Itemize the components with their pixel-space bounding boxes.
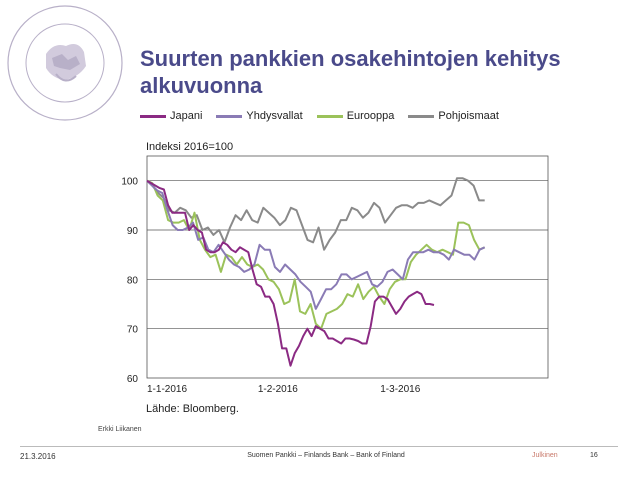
y-tick-label-90: 90: [127, 226, 139, 237]
x-tick-label-1: 1-2-2016: [258, 384, 298, 395]
legend-label-pohjoismaat: Pohjoismaat: [438, 110, 499, 122]
y-tick-label-80: 80: [127, 275, 139, 286]
y-tick-label-70: 70: [127, 325, 139, 336]
x-tick-label-0: 1-1-2016: [147, 384, 187, 395]
footer-date: 21.3.2016: [20, 452, 56, 461]
legend-swatch-japani: [140, 114, 166, 118]
series-line-pohjoismaat: [146, 177, 485, 251]
legend-item-japani: Japani: [140, 110, 202, 122]
slide-title: Suurten pankkien osakehintojen kehitys a…: [140, 45, 620, 99]
legend-label-japani: Japani: [170, 110, 203, 122]
series-line-eurooppa: [146, 179, 486, 330]
x-tick-label-2: 1-3-2016: [380, 384, 420, 395]
source-note: Lähde: Bloomberg.: [146, 403, 239, 415]
legend-item-yhdysvallat: Yhdysvallat: [216, 110, 303, 122]
series-line-yhdysvallat: [146, 179, 486, 310]
plot-area-frame: [146, 155, 549, 379]
legend-swatch-yhdysvallat: [216, 114, 243, 118]
legend-label-yhdysvallat: Yhdysvallat: [246, 110, 303, 122]
legend-item-pohjoismaat: Pohjoismaat: [408, 110, 499, 122]
y-axis-unit-label: Indeksi 2016=100: [146, 141, 234, 153]
footer-page-number: 16: [590, 452, 598, 459]
chart-legend: Japani Yhdysvallat Eurooppa Pohjoismaat: [140, 108, 513, 124]
slide-title-line-2: alkuvuonna: [140, 73, 263, 98]
author-name: Erkki Liikanen: [98, 426, 142, 433]
y-tick-label-60: 60: [127, 374, 139, 385]
footer-classification: Julkinen: [532, 452, 558, 459]
legend-label-eurooppa: Eurooppa: [346, 110, 395, 122]
footer-divider: [20, 446, 618, 447]
footer-organization: Suomen Pankki – Finlands Bank – Bank of …: [247, 452, 405, 459]
legend-swatch-pohjoismaat: [408, 114, 435, 118]
legend-item-eurooppa: Eurooppa: [316, 110, 395, 122]
series-line-japani: [146, 179, 435, 367]
y-tick-label-100: 100: [121, 177, 138, 188]
legend-swatch-eurooppa: [316, 114, 343, 118]
bank-of-finland-seal-icon: [6, 4, 124, 122]
slide-title-line-1: Suurten pankkien osakehintojen kehitys: [140, 46, 561, 71]
